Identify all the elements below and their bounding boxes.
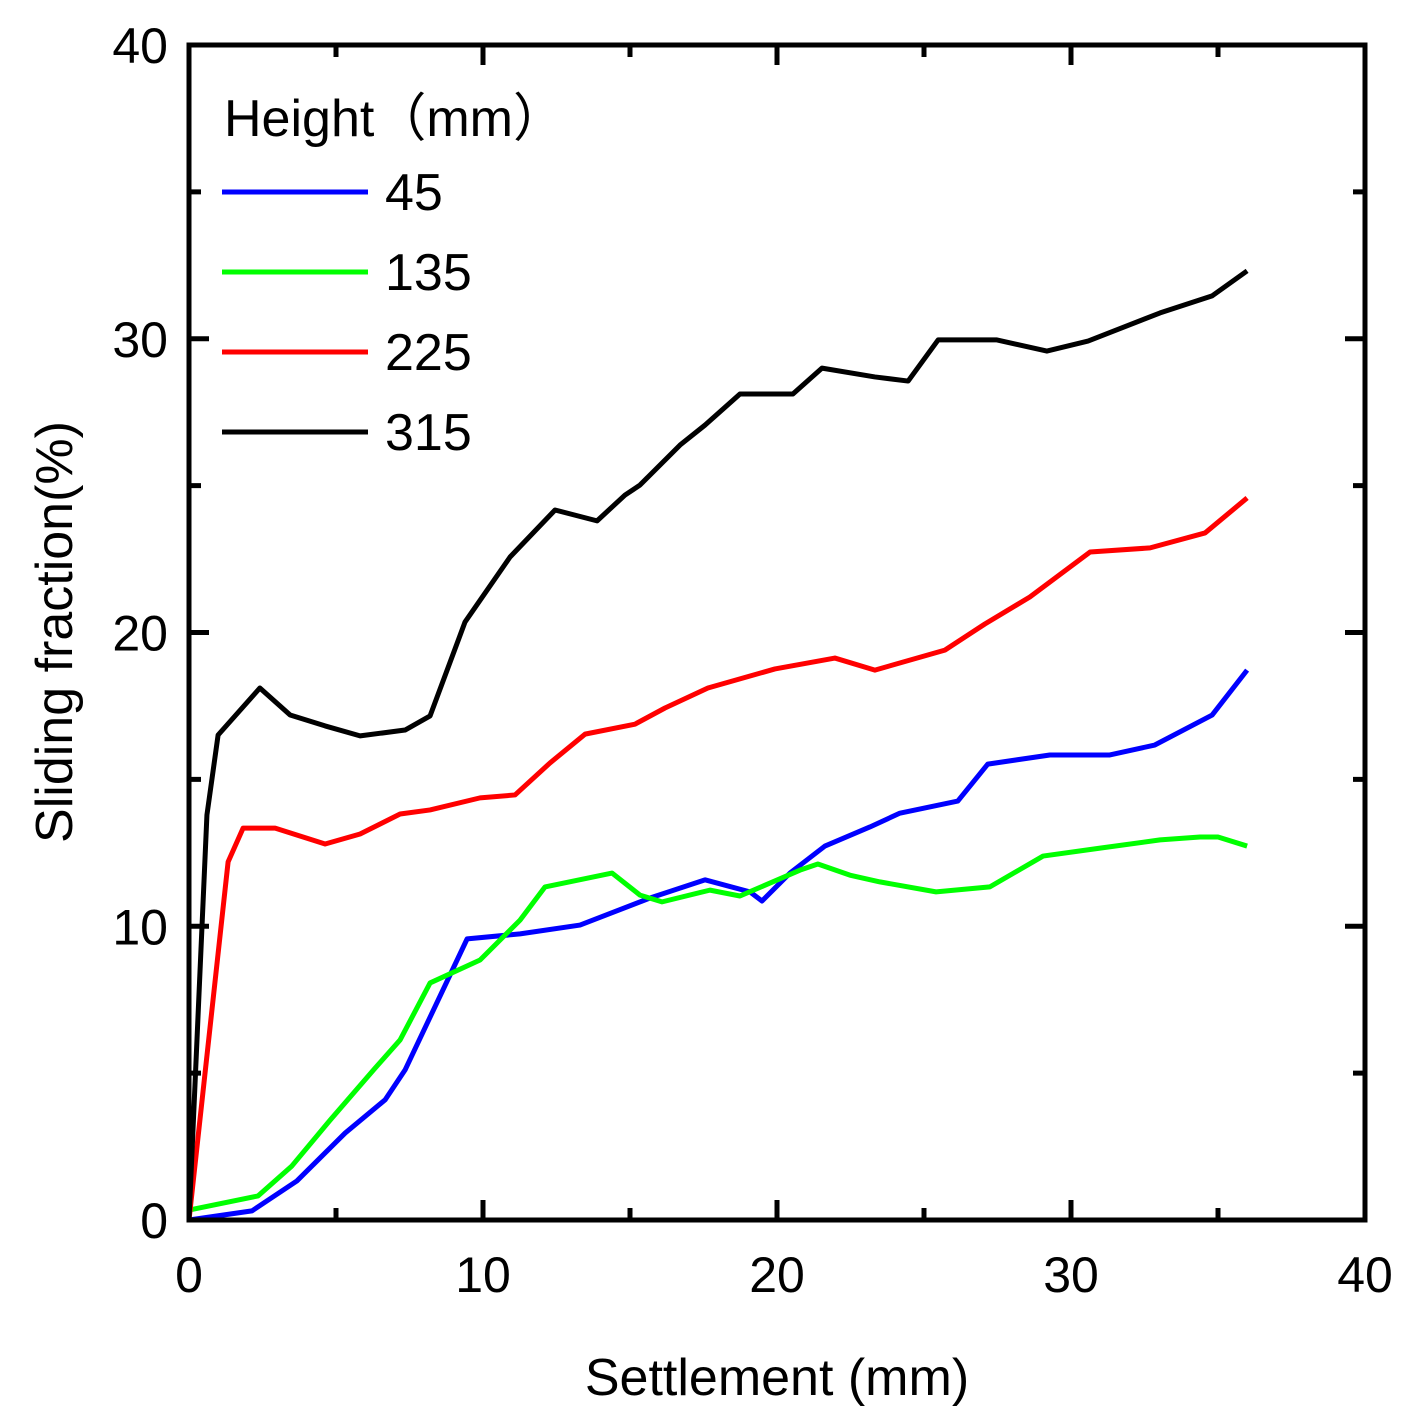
series-line-315 <box>186 268 1249 1221</box>
x-tick-label: 10 <box>455 1247 511 1303</box>
legend-label-225: 225 <box>385 324 472 382</box>
series-line-135 <box>188 834 1248 1213</box>
series-line-45 <box>188 668 1250 1223</box>
x-tick-label: 0 <box>175 1247 203 1303</box>
y-axis-title: Sliding fraction(%) <box>26 421 84 843</box>
y-tick-label: 10 <box>112 899 168 955</box>
x-tick-labels: 0 10 20 30 40 <box>175 1247 1393 1303</box>
y-tick-label: 30 <box>112 312 168 368</box>
legend: Height（mm） 45 135 225 315 <box>222 90 565 462</box>
axis-ticks <box>186 42 1368 1223</box>
x-axis-title: Settlement (mm) <box>585 1349 969 1407</box>
legend-label-135: 135 <box>385 244 472 302</box>
series-lines <box>186 268 1250 1223</box>
plot-frame <box>186 42 1368 1223</box>
y-tick-label: 20 <box>112 606 168 662</box>
y-tick-label: 0 <box>140 1193 168 1249</box>
legend-label-315: 315 <box>385 404 472 462</box>
x-tick-label: 40 <box>1337 1247 1393 1303</box>
legend-title: Height（mm） <box>224 90 565 148</box>
x-tick-label: 30 <box>1043 1247 1099 1303</box>
x-tick-label: 20 <box>749 1247 805 1303</box>
y-tick-label: 40 <box>112 18 168 74</box>
series-line-225 <box>186 496 1249 1221</box>
y-tick-labels: 0 10 20 30 40 <box>112 18 168 1249</box>
legend-label-45: 45 <box>385 164 443 222</box>
